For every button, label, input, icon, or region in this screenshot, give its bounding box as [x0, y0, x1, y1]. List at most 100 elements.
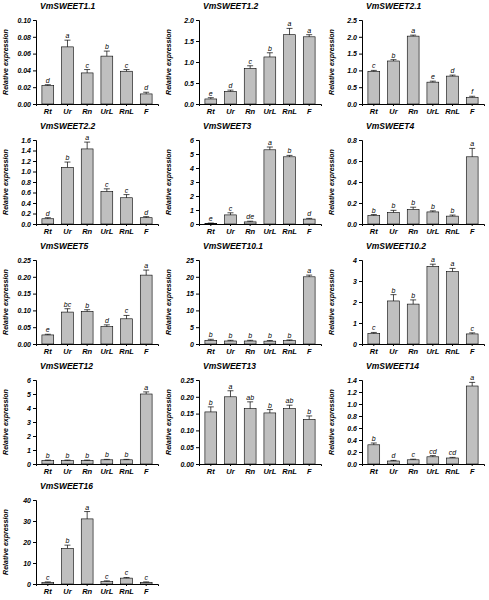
error-cap — [390, 294, 396, 295]
tick-label: 0.00 — [17, 341, 31, 348]
tick-mark — [393, 104, 394, 106]
tick-mark — [67, 344, 68, 346]
tick-label: 0.00 — [17, 101, 31, 108]
error-bar — [430, 81, 436, 82]
tick-mark — [126, 104, 127, 106]
tick-label: 0.4 — [21, 200, 31, 207]
tick-label: Rt — [44, 107, 52, 116]
bar — [101, 581, 113, 584]
error-cap — [469, 382, 475, 383]
error-bar — [124, 195, 130, 198]
tick-mark — [196, 20, 199, 21]
error-bar — [247, 340, 253, 342]
error-cap — [410, 35, 416, 36]
bar — [264, 150, 276, 224]
tick-label: RnL — [119, 227, 134, 236]
error-cap — [45, 460, 51, 461]
error-bar — [143, 270, 149, 275]
error-cap — [267, 52, 273, 53]
tick-label: 5 — [190, 324, 194, 331]
tick-mark — [33, 224, 36, 225]
tick: 3 — [190, 179, 199, 186]
tick-mark — [196, 168, 199, 169]
bar — [368, 216, 380, 224]
axis-line — [37, 585, 159, 587]
significance-letter: c — [85, 62, 89, 69]
tick: F — [144, 464, 149, 476]
error-bar — [104, 325, 110, 327]
error-cap — [124, 194, 130, 195]
tick-label: 0.25 — [17, 257, 31, 264]
significance-letter: a — [431, 256, 435, 263]
chart-title: VmSWEET14 — [366, 361, 419, 371]
bar — [42, 582, 54, 584]
x-axis: RtUrRnUrLRnLF — [363, 104, 485, 116]
bar — [303, 37, 315, 104]
tick-mark — [289, 464, 290, 466]
error-bar — [450, 215, 456, 216]
tick-mark — [359, 440, 362, 441]
error-cap — [469, 96, 475, 97]
error-bar — [410, 35, 416, 36]
error-cap — [469, 148, 475, 149]
significance-letter: c — [229, 205, 233, 212]
y-axis-title: Relative expression — [328, 149, 336, 215]
tick: Rt — [207, 464, 215, 476]
tick-mark — [359, 87, 362, 88]
significance-letter: e — [209, 90, 213, 97]
tick-label: Ur — [389, 467, 398, 476]
axis-line — [200, 105, 322, 107]
tick-mark — [87, 584, 88, 586]
tick-mark — [359, 416, 362, 417]
significance-letter: a — [144, 262, 148, 269]
error-bar — [430, 264, 436, 266]
tick-mark — [47, 464, 48, 466]
significance-letter: c — [248, 58, 252, 65]
bar — [447, 272, 459, 344]
tick: 0.10 — [17, 17, 36, 24]
error-bar — [371, 70, 377, 71]
tick-mark — [359, 260, 362, 261]
error-cap — [247, 221, 253, 222]
panel: 0.00.51.01.52.02.5RtUrRnUrLRnLFcbaedfVmS… — [328, 1, 485, 116]
significance-letter: b — [411, 199, 415, 206]
x-axis: RtUrRnUrLRnLF — [363, 224, 485, 236]
error-cap — [84, 309, 90, 310]
error-bar — [450, 75, 456, 76]
tick-label: 0.0 — [184, 101, 194, 108]
tick-mark — [126, 224, 127, 226]
plot-area — [205, 147, 315, 224]
error-cap — [306, 218, 312, 219]
tick-mark — [432, 344, 433, 346]
significance-letter: d — [46, 210, 51, 217]
tick-mark — [250, 104, 251, 106]
tick-mark — [33, 450, 36, 451]
tick-label: 0.06 — [17, 50, 31, 57]
significance-letter: c — [144, 574, 148, 581]
error-bar — [227, 340, 233, 342]
error-cap — [287, 155, 293, 156]
tick: Rt — [370, 464, 378, 476]
error-bar — [45, 334, 51, 336]
tick-label: 5 — [190, 151, 194, 158]
tick-label: 0.02 — [17, 84, 31, 91]
bar — [62, 47, 74, 104]
error-bar — [306, 218, 312, 220]
tick-mark — [106, 464, 107, 466]
tick: 30 — [23, 518, 36, 525]
tick-mark — [87, 464, 88, 466]
tick: Rn — [408, 344, 418, 356]
error-bar — [84, 512, 90, 519]
tick: F — [144, 224, 149, 236]
error-cap — [410, 459, 416, 460]
axis-line — [359, 21, 363, 105]
error-bar — [143, 92, 149, 94]
error-bar — [390, 60, 396, 61]
tick-mark — [230, 464, 231, 466]
tick-label: UrL — [100, 347, 113, 356]
tick: 0.8 — [21, 179, 36, 186]
tick-label: 0.05 — [17, 324, 31, 331]
error-cap — [227, 212, 233, 213]
tick-mark — [33, 277, 36, 278]
tick: 10 — [186, 307, 199, 314]
